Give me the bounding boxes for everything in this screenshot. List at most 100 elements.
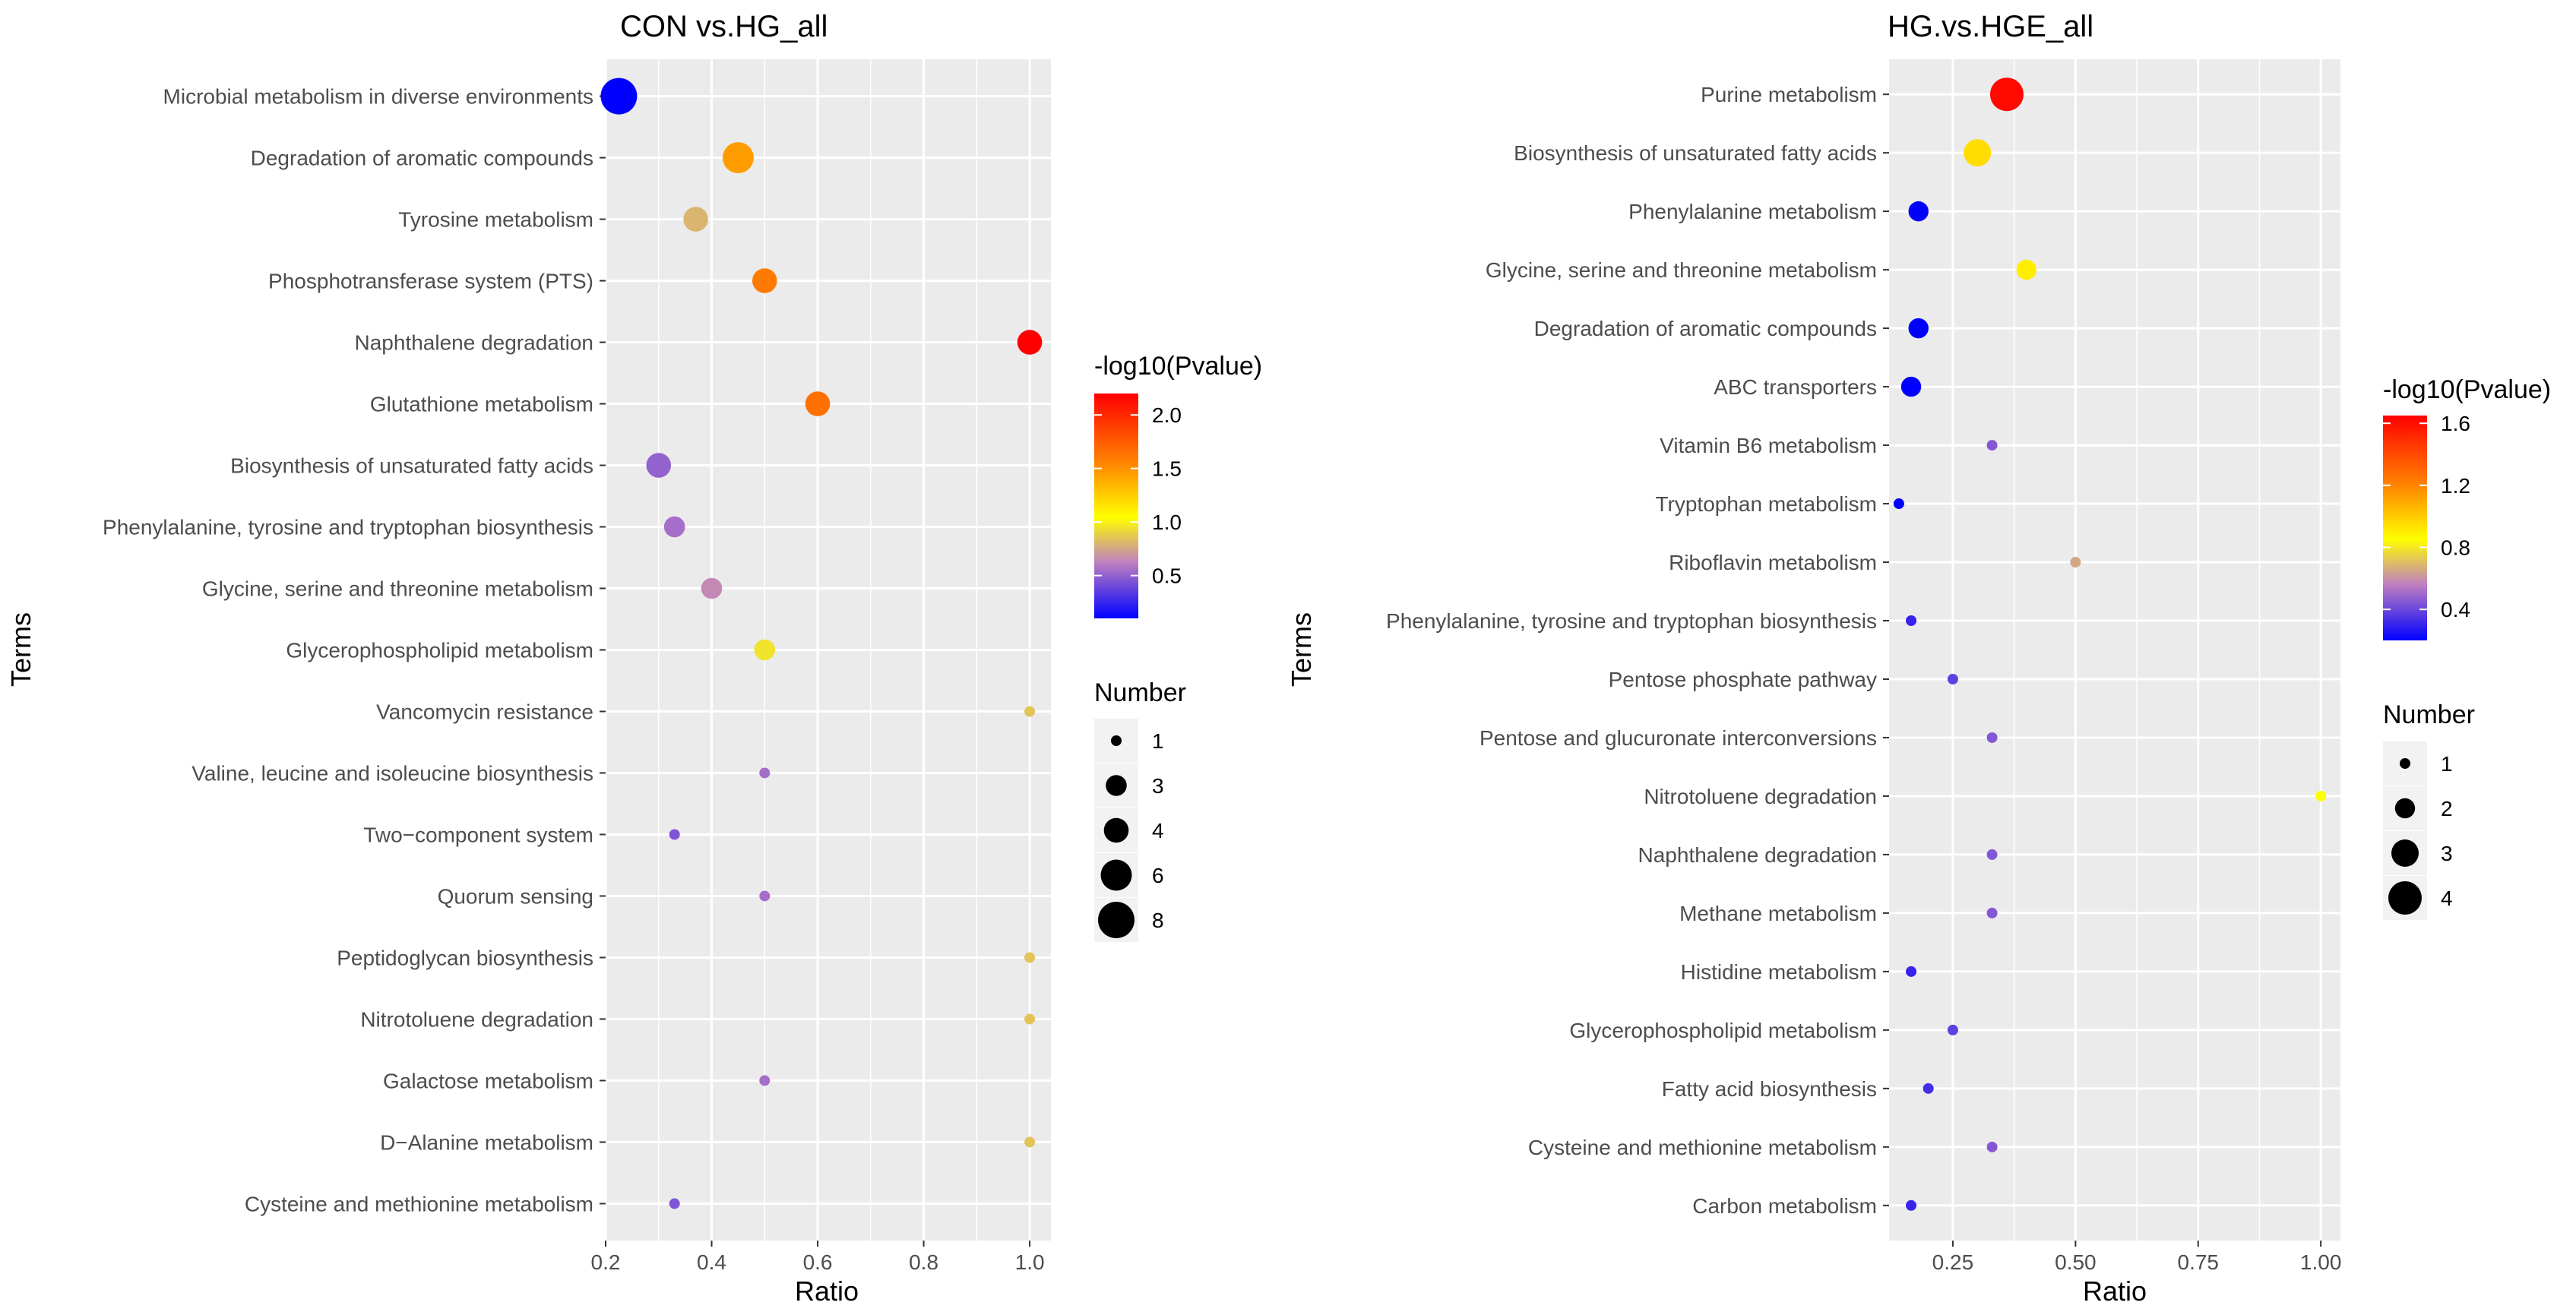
color-legend-label: 0.8 (2441, 536, 2470, 560)
term-label: Vancomycin resistance (376, 700, 593, 723)
x-tick-label: 1.0 (1015, 1250, 1045, 1274)
term-label: Biosynthesis of unsaturated fatty acids (230, 454, 593, 478)
x-tick-label: 0.2 (591, 1250, 621, 1274)
chart-title: CON vs.HG_all (620, 10, 828, 43)
data-point (1908, 318, 1929, 339)
data-point (2070, 557, 2081, 568)
size-legend-title: Number (2383, 700, 2475, 729)
axis-ticks: 0.2 0.4 0.6 0.8 1.0 Microbial metabolism in d… (103, 85, 1045, 1274)
color-legend-label: 1.5 (1152, 457, 1182, 481)
term-label: Carbon metabolism (1692, 1194, 1877, 1218)
data-point (663, 516, 685, 538)
data-point (1923, 1083, 1934, 1094)
term-label: Phenylalanine metabolism (1628, 200, 1877, 223)
size-legend: Number 1 2 3 4 (2383, 700, 2475, 920)
data-point (1947, 1024, 1958, 1035)
color-legend: -log10(Pvalue) 0.4 0.8 1.2 1.6 (2383, 375, 2551, 640)
chart-panel-con-vs-hg: CON vs.HG_all 0.2 0.4 0.6 0.8 1.0 Microbial m… (5, 10, 1262, 1307)
term-label: Degradation of aromatic compounds (1534, 317, 1877, 340)
term-label: Riboflavin metabolism (1669, 551, 1877, 574)
color-legend-bar (1094, 394, 1138, 618)
data-point (1017, 330, 1043, 355)
data-point (1986, 907, 1998, 918)
term-label: Methane metabolism (1679, 902, 1877, 925)
color-legend-label: 1.6 (2441, 412, 2470, 435)
size-legend: Number 1 3 4 6 8 (1094, 678, 1186, 942)
term-label: Peptidoglycan biosynthesis (337, 946, 593, 969)
data-point (1947, 673, 1958, 684)
x-tick-label: 0.50 (2055, 1250, 2097, 1274)
x-tick-label: 1.00 (2300, 1250, 2342, 1274)
size-legend-dot (2388, 881, 2422, 915)
size-legend-label: 2 (2441, 797, 2453, 820)
term-label: Tyrosine metabolism (398, 208, 593, 232)
term-label: Valine, leucine and isoleucine biosynthe… (191, 761, 593, 785)
term-label: Quorum sensing (438, 884, 593, 908)
data-point (1989, 77, 2024, 112)
data-point (1024, 1136, 1036, 1148)
color-legend-label: 0.5 (1152, 564, 1182, 588)
x-tick-label: 0.4 (697, 1250, 726, 1274)
data-points (1893, 77, 2327, 1211)
term-label: Glycine, serine and threonine metabolism (1486, 258, 1877, 282)
term-label: Galactose metabolism (383, 1069, 593, 1092)
term-label: Microbial metabolism in diverse environm… (163, 85, 593, 109)
term-label: Tryptophan metabolism (1655, 492, 1877, 516)
data-point (600, 77, 638, 115)
data-point (701, 577, 723, 599)
x-tick-label: 0.6 (803, 1250, 833, 1274)
term-label: Two−component system (363, 823, 593, 846)
chart-title: HG.vs.HGE_all (1888, 10, 2093, 43)
size-legend-dot (1098, 902, 1135, 938)
data-point (1908, 201, 1929, 222)
color-legend-label: 1.0 (1152, 511, 1182, 534)
data-point (752, 268, 777, 293)
data-point (683, 207, 708, 232)
size-legend-label: 8 (1152, 909, 1164, 932)
size-legend-dot (1103, 817, 1129, 843)
size-legend-dot (1106, 775, 1127, 796)
size-legend-dot (1111, 735, 1122, 746)
axis-ticks: 0.25 0.50 0.75 1.00 Purine metabolism Biosynt… (1386, 83, 2341, 1274)
size-legend-label: 3 (1152, 774, 1164, 798)
size-legend-label: 6 (1152, 864, 1164, 887)
color-legend-title: -log10(Pvalue) (2383, 375, 2551, 404)
term-label: Histidine metabolism (1681, 960, 1877, 984)
term-label: ABC transporters (1714, 375, 1877, 399)
color-legend-bar (2383, 416, 2427, 640)
term-label: Fatty acid biosynthesis (1662, 1077, 1877, 1101)
term-label: Vitamin B6 metabolism (1660, 434, 1877, 457)
data-point (1986, 849, 1998, 860)
term-label: Phenylalanine, tyrosine and tryptophan b… (103, 516, 593, 539)
data-point (759, 767, 771, 779)
term-label: Degradation of aromatic compounds (251, 147, 593, 170)
data-point (1024, 952, 1036, 963)
data-points (600, 77, 1043, 1209)
term-label: Naphthalene degradation (1638, 843, 1877, 867)
size-legend-label: 3 (2441, 842, 2453, 865)
term-label: Pentose and glucuronate interconversions (1479, 726, 1877, 750)
data-point (1893, 498, 1904, 510)
size-legend-title: Number (1094, 678, 1186, 707)
data-point (1986, 732, 1998, 743)
size-legend-label: 4 (1152, 819, 1164, 842)
term-label: Pentose phosphate pathway (1609, 668, 1877, 691)
x-tick-label: 0.75 (2178, 1250, 2220, 1274)
term-label: Purine metabolism (1701, 83, 1877, 106)
plot-panel-background (1889, 59, 2340, 1241)
y-axis-label: Terms (5, 612, 36, 687)
data-point (1906, 1200, 1917, 1211)
data-point (2016, 259, 2036, 280)
size-legend-dot (2400, 758, 2410, 769)
term-label: Glycerophospholipid metabolism (286, 639, 593, 662)
color-legend-title: -log10(Pvalue) (1094, 352, 1262, 381)
x-axis-label: Ratio (2083, 1275, 2147, 1307)
data-point (759, 890, 771, 902)
term-label: Glycine, serine and threonine metabolism (202, 577, 593, 601)
data-point (1900, 376, 1922, 397)
size-legend-label: 1 (1152, 729, 1164, 753)
size-legend-dot (1100, 859, 1132, 891)
term-label: Phosphotransferase system (PTS) (268, 270, 593, 293)
data-point (2315, 790, 2327, 801)
size-legend-dot (2391, 839, 2419, 867)
